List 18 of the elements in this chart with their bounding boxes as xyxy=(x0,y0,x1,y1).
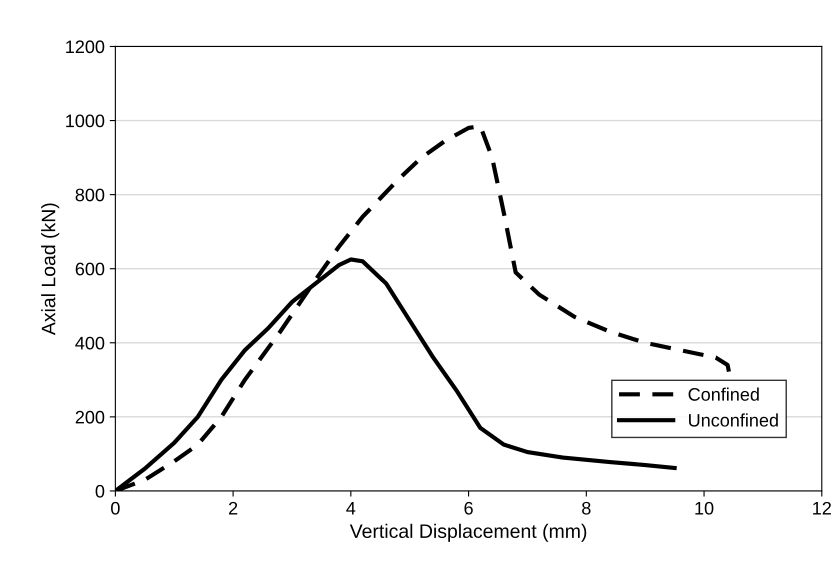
x-tick-label: 2 xyxy=(228,502,238,514)
y-tick-label: 1200 xyxy=(66,40,104,54)
x-tick-label: 6 xyxy=(464,502,473,515)
x-tick-label: 8 xyxy=(582,502,591,515)
y-tick-label: 1000 xyxy=(66,114,104,128)
x-tick-label: 4 xyxy=(346,502,356,514)
y-axis-title: Axial Load (kN) xyxy=(41,203,60,336)
legend-label: Confined xyxy=(688,388,759,401)
y-tick-label: 200 xyxy=(76,410,104,424)
legend-label: Unconfined xyxy=(689,413,778,427)
x-tick-label: 0 xyxy=(111,502,120,515)
y-tick-label: 800 xyxy=(76,188,104,202)
x-axis-title: Vertical Displacement (mm) xyxy=(350,524,586,542)
y-tick-label: 600 xyxy=(76,262,104,276)
x-tick-label: 12 xyxy=(813,502,831,514)
y-tick-label: 0 xyxy=(96,484,104,498)
x-tick-label: 10 xyxy=(695,502,714,515)
y-tick-label: 400 xyxy=(75,336,104,350)
